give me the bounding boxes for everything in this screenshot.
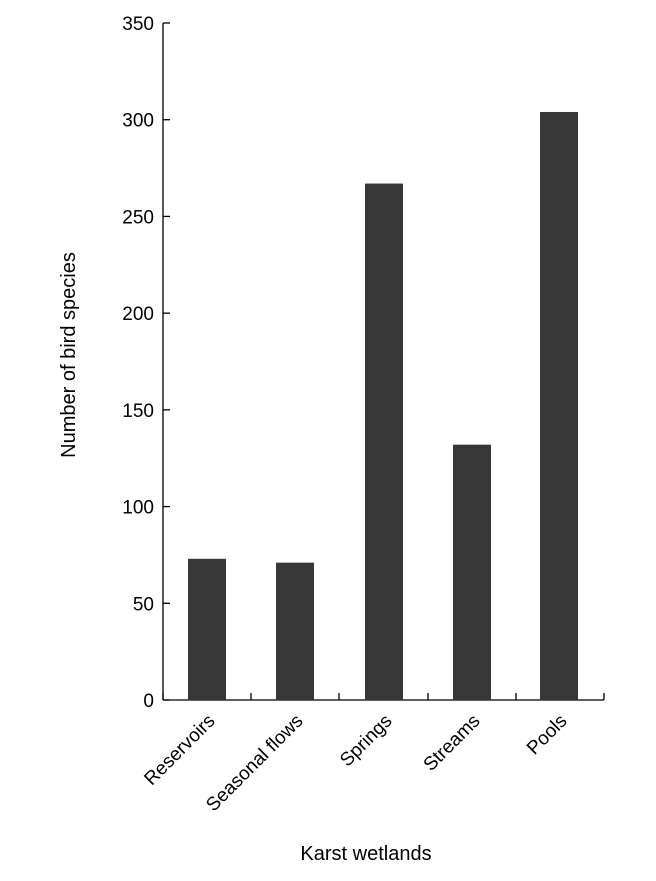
- y-tick-label: 250: [122, 207, 154, 228]
- y-tick-label: 300: [122, 111, 154, 132]
- y-tick-label: 200: [122, 304, 154, 325]
- x-category-label: Streams: [420, 711, 485, 776]
- plot-area: 050100150200250300350ReservoirsSeasonal …: [122, 14, 605, 816]
- bar-streams: [453, 444, 491, 700]
- bar-pools: [540, 111, 578, 700]
- bar-seasonal-flows: [276, 562, 314, 700]
- y-tick-label: 150: [122, 401, 154, 422]
- x-category-label: Pools: [523, 711, 571, 759]
- y-tick-label: 350: [122, 14, 154, 35]
- y-tick-label: 100: [122, 498, 154, 519]
- y-axis-title: Number of bird species: [58, 252, 80, 458]
- bar-reservoirs: [188, 558, 226, 700]
- x-axis-title: Karst wetlands: [300, 843, 431, 865]
- x-category-label: Reservoirs: [140, 711, 219, 790]
- x-category-label: Springs: [336, 711, 396, 771]
- y-tick-label: 50: [133, 594, 154, 615]
- y-tick-label: 0: [143, 691, 154, 712]
- bar-springs: [365, 183, 403, 700]
